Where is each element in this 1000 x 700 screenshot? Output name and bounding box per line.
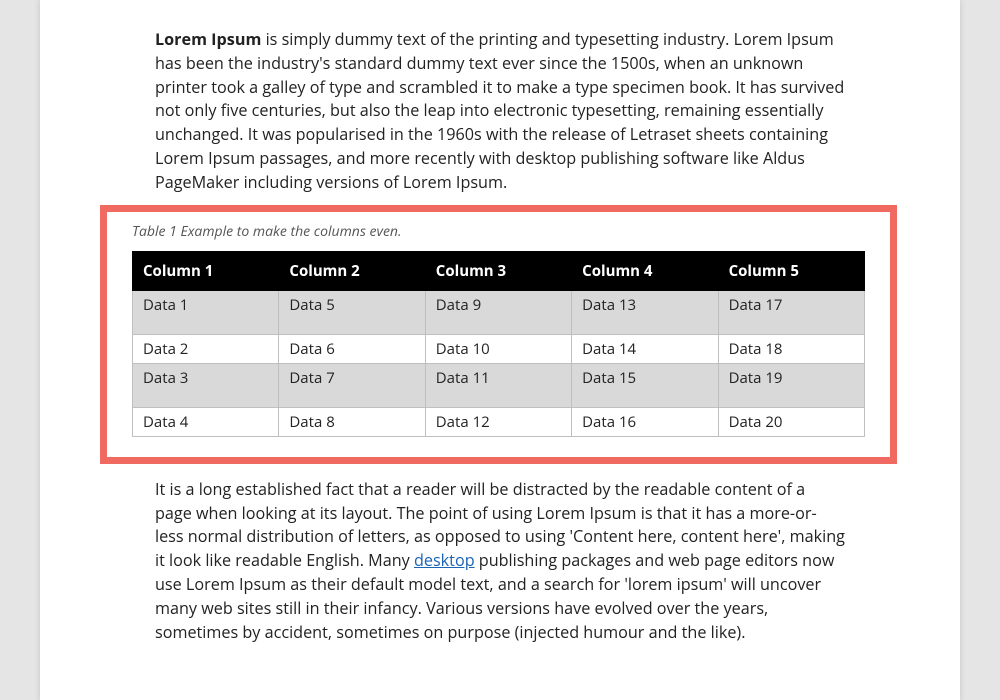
table-cell: Data 19 — [718, 363, 864, 407]
table-cell: Data 10 — [425, 334, 571, 363]
table-cell: Data 11 — [425, 363, 571, 407]
table-caption: Table 1 Example to make the columns even… — [132, 222, 865, 241]
table-cell: Data 1 — [133, 290, 279, 334]
table-row: Data 2 Data 6 Data 10 Data 14 Data 18 — [133, 334, 865, 363]
table-cell: Data 20 — [718, 407, 864, 436]
lead-text: Lorem Ipsum — [155, 28, 261, 50]
table-header-cell: Column 3 — [425, 251, 571, 290]
table-header-row: Column 1 Column 2 Column 3 Column 4 Colu… — [133, 251, 865, 290]
table-cell: Data 4 — [133, 407, 279, 436]
table-header-cell: Column 1 — [133, 251, 279, 290]
table-cell: Data 9 — [425, 290, 571, 334]
closing-paragraph: It is a long established fact that a rea… — [155, 478, 845, 645]
table-header-cell: Column 4 — [572, 251, 718, 290]
table-header-cell: Column 5 — [718, 251, 864, 290]
table-highlight-box: Table 1 Example to make the columns even… — [100, 205, 897, 464]
table-row: Data 4 Data 8 Data 12 Data 16 Data 20 — [133, 407, 865, 436]
table-cell: Data 18 — [718, 334, 864, 363]
table-cell: Data 13 — [572, 290, 718, 334]
document-page: Lorem Ipsum is simply dummy text of the … — [40, 0, 960, 700]
table-cell: Data 7 — [279, 363, 425, 407]
table-cell: Data 3 — [133, 363, 279, 407]
table-cell: Data 15 — [572, 363, 718, 407]
desktop-link[interactable]: desktop — [414, 549, 475, 571]
table-row: Data 1 Data 5 Data 9 Data 13 Data 17 — [133, 290, 865, 334]
table-header-cell: Column 2 — [279, 251, 425, 290]
table-cell: Data 12 — [425, 407, 571, 436]
table-cell: Data 16 — [572, 407, 718, 436]
table-cell: Data 2 — [133, 334, 279, 363]
data-table: Column 1 Column 2 Column 3 Column 4 Colu… — [132, 251, 865, 437]
table-cell: Data 5 — [279, 290, 425, 334]
table-cell: Data 14 — [572, 334, 718, 363]
table-cell: Data 17 — [718, 290, 864, 334]
intro-rest: is simply dummy text of the printing and… — [155, 28, 844, 193]
intro-paragraph: Lorem Ipsum is simply dummy text of the … — [155, 28, 845, 195]
table-cell: Data 6 — [279, 334, 425, 363]
table-row: Data 3 Data 7 Data 11 Data 15 Data 19 — [133, 363, 865, 407]
table-cell: Data 8 — [279, 407, 425, 436]
